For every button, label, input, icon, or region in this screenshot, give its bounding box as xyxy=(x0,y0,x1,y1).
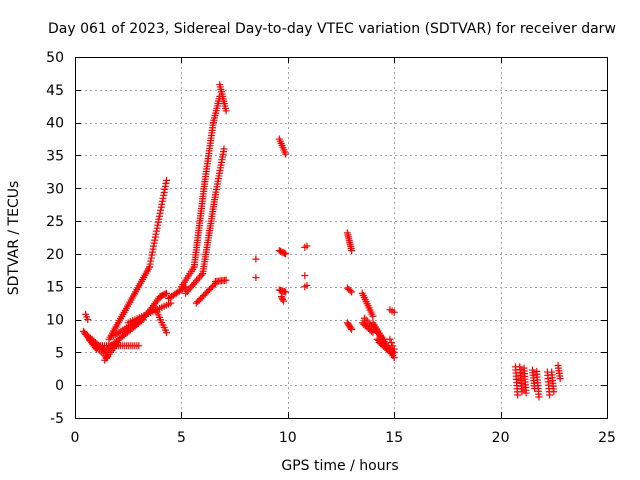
y-tick-label: 35 xyxy=(46,148,64,164)
y-tick-label: 50 xyxy=(46,50,64,66)
data-point xyxy=(194,298,202,306)
data-point xyxy=(278,294,286,302)
y-tick-label: 5 xyxy=(55,345,64,361)
data-point xyxy=(198,293,206,301)
x-tick-label: 15 xyxy=(385,430,403,446)
data-point xyxy=(369,312,377,320)
data-point xyxy=(186,284,194,292)
data-point xyxy=(207,284,215,292)
data-point xyxy=(303,281,311,289)
chart-title: Day 061 of 2023, Sidereal Day-to-day VTE… xyxy=(48,21,616,37)
data-point xyxy=(197,295,205,303)
data-point xyxy=(387,348,395,356)
data-point xyxy=(348,325,356,333)
tick-layer xyxy=(75,57,608,419)
plot-frame xyxy=(75,57,608,419)
y-tick-label: 25 xyxy=(46,214,64,230)
data-point xyxy=(194,275,202,283)
data-point xyxy=(209,282,217,290)
data-point xyxy=(220,145,228,153)
data-point xyxy=(196,273,204,281)
data-point xyxy=(389,342,397,350)
data-point xyxy=(210,281,218,289)
data-point xyxy=(206,286,214,294)
data-point xyxy=(514,391,522,399)
data-point xyxy=(188,282,196,290)
data-point xyxy=(535,393,543,401)
x-axis-label: GPS time / hours xyxy=(281,458,398,474)
y-tick-labels: -5 0 5 10 15 20 25 30 35 40 45 50 xyxy=(46,50,64,427)
data-point xyxy=(388,350,396,358)
data-point xyxy=(280,249,288,257)
data-points xyxy=(80,81,564,401)
data-point xyxy=(135,342,143,350)
y-tick-label: 40 xyxy=(46,116,64,132)
data-point xyxy=(390,345,398,353)
data-point xyxy=(222,276,230,284)
data-point xyxy=(204,287,212,295)
data-point xyxy=(390,308,398,316)
y-tick-label: 0 xyxy=(55,378,64,394)
data-point xyxy=(222,107,230,115)
data-point xyxy=(282,288,290,296)
data-point xyxy=(161,290,169,298)
data-point xyxy=(189,280,197,288)
data-point xyxy=(192,299,200,307)
data-point xyxy=(203,289,211,297)
x-tick-label: 0 xyxy=(71,430,80,446)
data-point xyxy=(280,297,288,305)
data-point xyxy=(163,329,171,337)
data-point xyxy=(386,335,394,343)
data-point xyxy=(163,176,171,184)
data-point xyxy=(282,150,290,158)
data-point xyxy=(387,339,395,347)
data-point xyxy=(252,255,260,263)
data-point xyxy=(182,289,190,297)
data-point xyxy=(303,242,311,250)
y-tick-label: -5 xyxy=(50,411,64,427)
y-tick-label: 10 xyxy=(46,313,64,329)
data-point xyxy=(277,293,285,301)
data-point xyxy=(301,272,309,280)
data-point xyxy=(348,288,356,296)
data-point xyxy=(347,324,355,332)
data-point xyxy=(192,277,200,285)
x-tick-labels: 0 5 10 15 20 25 xyxy=(71,430,616,446)
data-point xyxy=(279,296,287,304)
y-tick-label: 45 xyxy=(46,83,64,99)
x-tick-label: 5 xyxy=(177,430,186,446)
data-point xyxy=(201,290,209,298)
x-tick-label: 10 xyxy=(279,430,297,446)
y-tick-label: 20 xyxy=(46,247,64,263)
data-point xyxy=(84,316,92,324)
data-point xyxy=(522,389,530,397)
data-point xyxy=(195,296,203,304)
data-point xyxy=(163,289,171,297)
data-point xyxy=(550,388,558,396)
data-point xyxy=(252,274,260,282)
x-tick-label: 25 xyxy=(598,430,616,446)
grid-layer xyxy=(75,57,607,418)
data-point xyxy=(518,388,526,396)
data-point xyxy=(546,391,554,399)
x-tick-label: 20 xyxy=(492,430,510,446)
data-point xyxy=(282,250,290,258)
data-point xyxy=(348,247,356,255)
y-axis-label: SDTVAR / TECUs xyxy=(6,181,22,296)
data-point xyxy=(200,292,208,300)
data-point xyxy=(191,279,199,287)
data-point xyxy=(556,375,564,383)
data-point xyxy=(346,287,354,295)
y-tick-label: 30 xyxy=(46,181,64,197)
y-tick-label: 15 xyxy=(46,280,64,296)
